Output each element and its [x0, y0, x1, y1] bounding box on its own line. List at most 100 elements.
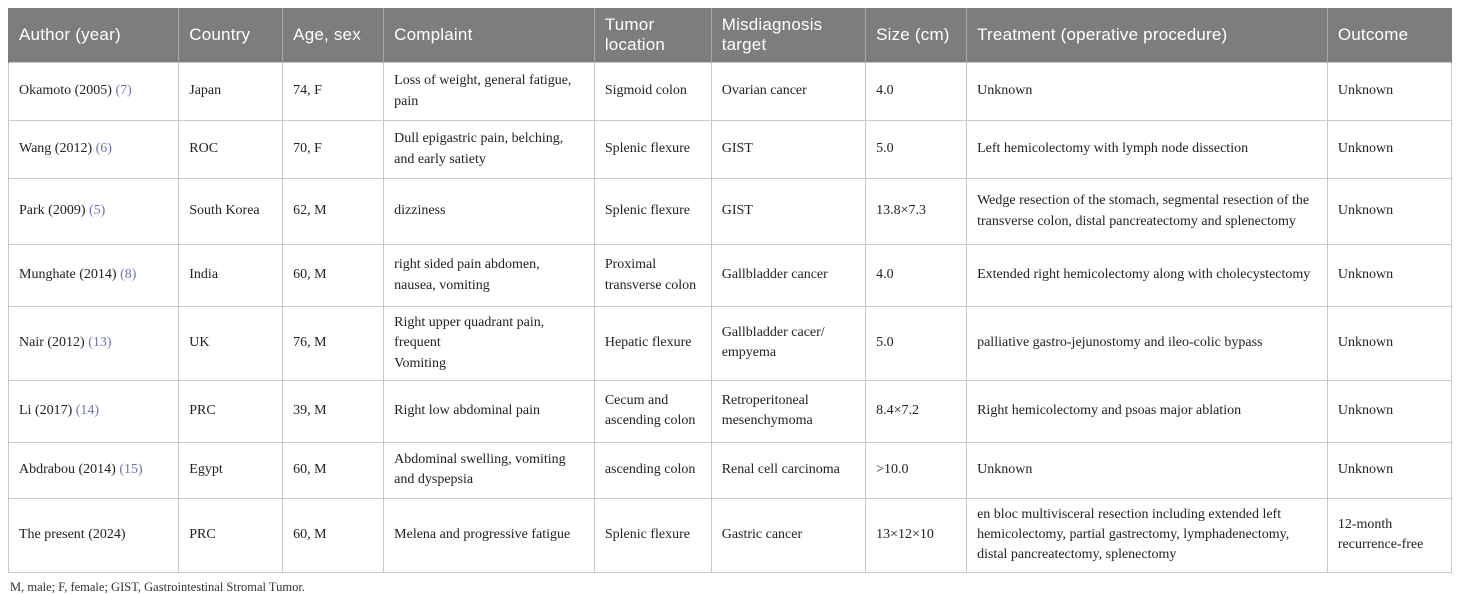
treatment-cell: Left hemicolectomy with lymph node disse… — [966, 120, 1328, 179]
age-sex-cell: 60, M — [282, 497, 385, 573]
author-text: Wang (2012) — [19, 141, 93, 157]
complaint-cell: Abdominal swelling, vomiting and dyspeps… — [383, 441, 595, 499]
table-row: Nair (2012) (13) UK 76, M Right upper qu… — [7, 306, 1453, 381]
misdiagnosis-target-cell: Gallbladder cacer/ empyema — [710, 306, 867, 381]
country-cell: PRC — [178, 379, 284, 443]
table-row: The present (2024) PRC 60, M Melena and … — [7, 497, 1453, 573]
tumor-location-cell: Cecum and ascending colon — [593, 379, 712, 443]
size-cell: 4.0 — [865, 62, 968, 121]
complaint-cell: Dull epigastric pain, belching, and earl… — [383, 120, 595, 179]
outcome-cell: Unknown — [1326, 178, 1453, 245]
country-cell: ROC — [178, 120, 284, 179]
outcome-cell: Unknown — [1326, 379, 1453, 443]
size-cell: 5.0 — [865, 306, 968, 381]
tumor-location-cell: Splenic flexure — [593, 497, 712, 573]
age-sex-cell: 62, M — [282, 178, 385, 245]
size-cell: 13.8×7.3 — [865, 178, 968, 245]
col-header-size: Size (cm) — [865, 8, 968, 63]
age-sex-cell: 60, M — [282, 244, 385, 307]
author-cell: Nair (2012) (13) — [7, 306, 180, 381]
table-row: Abdrabou (2014) (15) Egypt 60, M Abdomin… — [7, 441, 1453, 499]
outcome-cell: Unknown — [1326, 306, 1453, 381]
country-cell: India — [178, 244, 284, 307]
citation-link[interactable]: (14) — [72, 403, 100, 419]
tumor-location-cell: ascending colon — [593, 441, 712, 499]
age-sex-cell: 39, M — [282, 379, 385, 443]
misdiagnosis-target-cell: Gastric cancer — [710, 497, 867, 573]
citation-link[interactable]: (6) — [92, 141, 112, 157]
tumor-location-cell: Proximal transverse colon — [593, 244, 712, 307]
size-cell: 8.4×7.2 — [865, 379, 968, 443]
tumor-location-cell: Splenic flexure — [593, 120, 712, 179]
table-footnote: M, male; F, female; GIST, Gastrointestin… — [10, 579, 305, 594]
treatment-cell: Right hemicolectomy and psoas major abla… — [966, 379, 1328, 443]
author-text: Abdrabou (2014) — [19, 462, 116, 478]
outcome-cell: Unknown — [1326, 441, 1453, 499]
author-cell: Munghate (2014) (8) — [7, 244, 180, 307]
country-cell: PRC — [178, 497, 284, 573]
col-header-treatment: Treatment (operative procedure) — [966, 8, 1328, 63]
table-row: Wang (2012) (6) ROC 70, F Dull epigastri… — [7, 120, 1453, 179]
author-text: Park (2009) — [19, 203, 86, 219]
treatment-cell: en bloc multivisceral resection includin… — [966, 497, 1328, 573]
treatment-cell: Wedge resection of the stomach, segmenta… — [966, 178, 1328, 245]
citation-link[interactable]: (8) — [116, 267, 137, 283]
table-row: Li (2017) (14) PRC 39, M Right low abdom… — [7, 379, 1453, 443]
col-header-tumor-location: Tumor location — [593, 8, 712, 63]
author-text: Munghate (2014) — [19, 267, 117, 283]
treatment-cell: Unknown — [966, 441, 1328, 499]
citation-link[interactable]: (7) — [111, 83, 132, 99]
author-cell: The present (2024) — [7, 497, 180, 573]
author-cell: Abdrabou (2014) (15) — [7, 441, 180, 499]
size-cell: 4.0 — [865, 244, 968, 307]
author-text: Nair (2012) — [19, 335, 85, 351]
case-reports-table: Author (year) Country Age, sex Complaint… — [7, 8, 1453, 573]
tumor-location-cell: Sigmoid colon — [593, 62, 712, 121]
country-cell: Japan — [178, 62, 284, 121]
age-sex-cell: 60, M — [282, 441, 385, 499]
country-cell: Egypt — [178, 441, 284, 499]
complaint-cell: right sided pain abdomen, nausea, vomiti… — [383, 244, 595, 307]
tumor-location-cell: Splenic flexure — [593, 178, 712, 245]
author-cell: Okamoto (2005) (7) — [7, 62, 180, 121]
table-header-row: Author (year) Country Age, sex Complaint… — [7, 8, 1453, 63]
col-header-age-sex: Age, sex — [282, 8, 385, 63]
author-text: Okamoto (2005) — [19, 83, 112, 99]
size-cell: 13×12×10 — [865, 497, 968, 573]
misdiagnosis-target-cell: Retroperitoneal mesenchymoma — [710, 379, 867, 443]
size-cell: >10.0 — [865, 441, 968, 499]
age-sex-cell: 70, F — [282, 120, 385, 179]
citation-link[interactable]: (15) — [115, 462, 143, 478]
age-sex-cell: 74, F — [282, 62, 385, 121]
author-text: The present (2024) — [19, 527, 126, 543]
citation-link[interactable]: (13) — [84, 335, 112, 351]
tumor-location-cell: Hepatic flexure — [593, 306, 712, 381]
treatment-cell: Extended right hemicolectomy along with … — [966, 244, 1328, 307]
author-cell: Park (2009) (5) — [7, 178, 180, 245]
age-sex-cell: 76, M — [282, 306, 385, 381]
size-cell: 5.0 — [865, 120, 968, 179]
author-cell: Li (2017) (14) — [7, 379, 180, 443]
complaint-cell: dizziness — [383, 178, 595, 245]
col-header-misdiagnosis-target: Misdiagnosis target — [710, 8, 867, 63]
misdiagnosis-target-cell: Renal cell carcinoma — [710, 441, 867, 499]
table-row: Okamoto (2005) (7) Japan 74, F Loss of w… — [7, 62, 1453, 121]
author-text: Li (2017) — [19, 403, 73, 419]
citation-link[interactable]: (5) — [85, 203, 106, 219]
treatment-cell: Unknown — [966, 62, 1328, 121]
outcome-cell: 12-month recurrence-free — [1326, 497, 1453, 573]
outcome-cell: Unknown — [1326, 120, 1453, 179]
complaint-cell: Right low abdominal pain — [383, 379, 595, 443]
complaint-cell: Right upper quadrant pain, frequent Vomi… — [383, 306, 595, 381]
outcome-cell: Unknown — [1326, 62, 1453, 121]
col-header-author: Author (year) — [7, 8, 180, 63]
misdiagnosis-target-cell: GIST — [710, 120, 867, 179]
table-row: Munghate (2014) (8) India 60, M right si… — [7, 244, 1453, 307]
misdiagnosis-target-cell: Gallbladder cancer — [710, 244, 867, 307]
misdiagnosis-target-cell: GIST — [710, 178, 867, 245]
col-header-country: Country — [178, 8, 284, 63]
table-row: Park (2009) (5) South Korea 62, M dizzin… — [7, 178, 1453, 245]
country-cell: UK — [178, 306, 284, 381]
complaint-cell: Melena and progressive fatigue — [383, 497, 595, 573]
